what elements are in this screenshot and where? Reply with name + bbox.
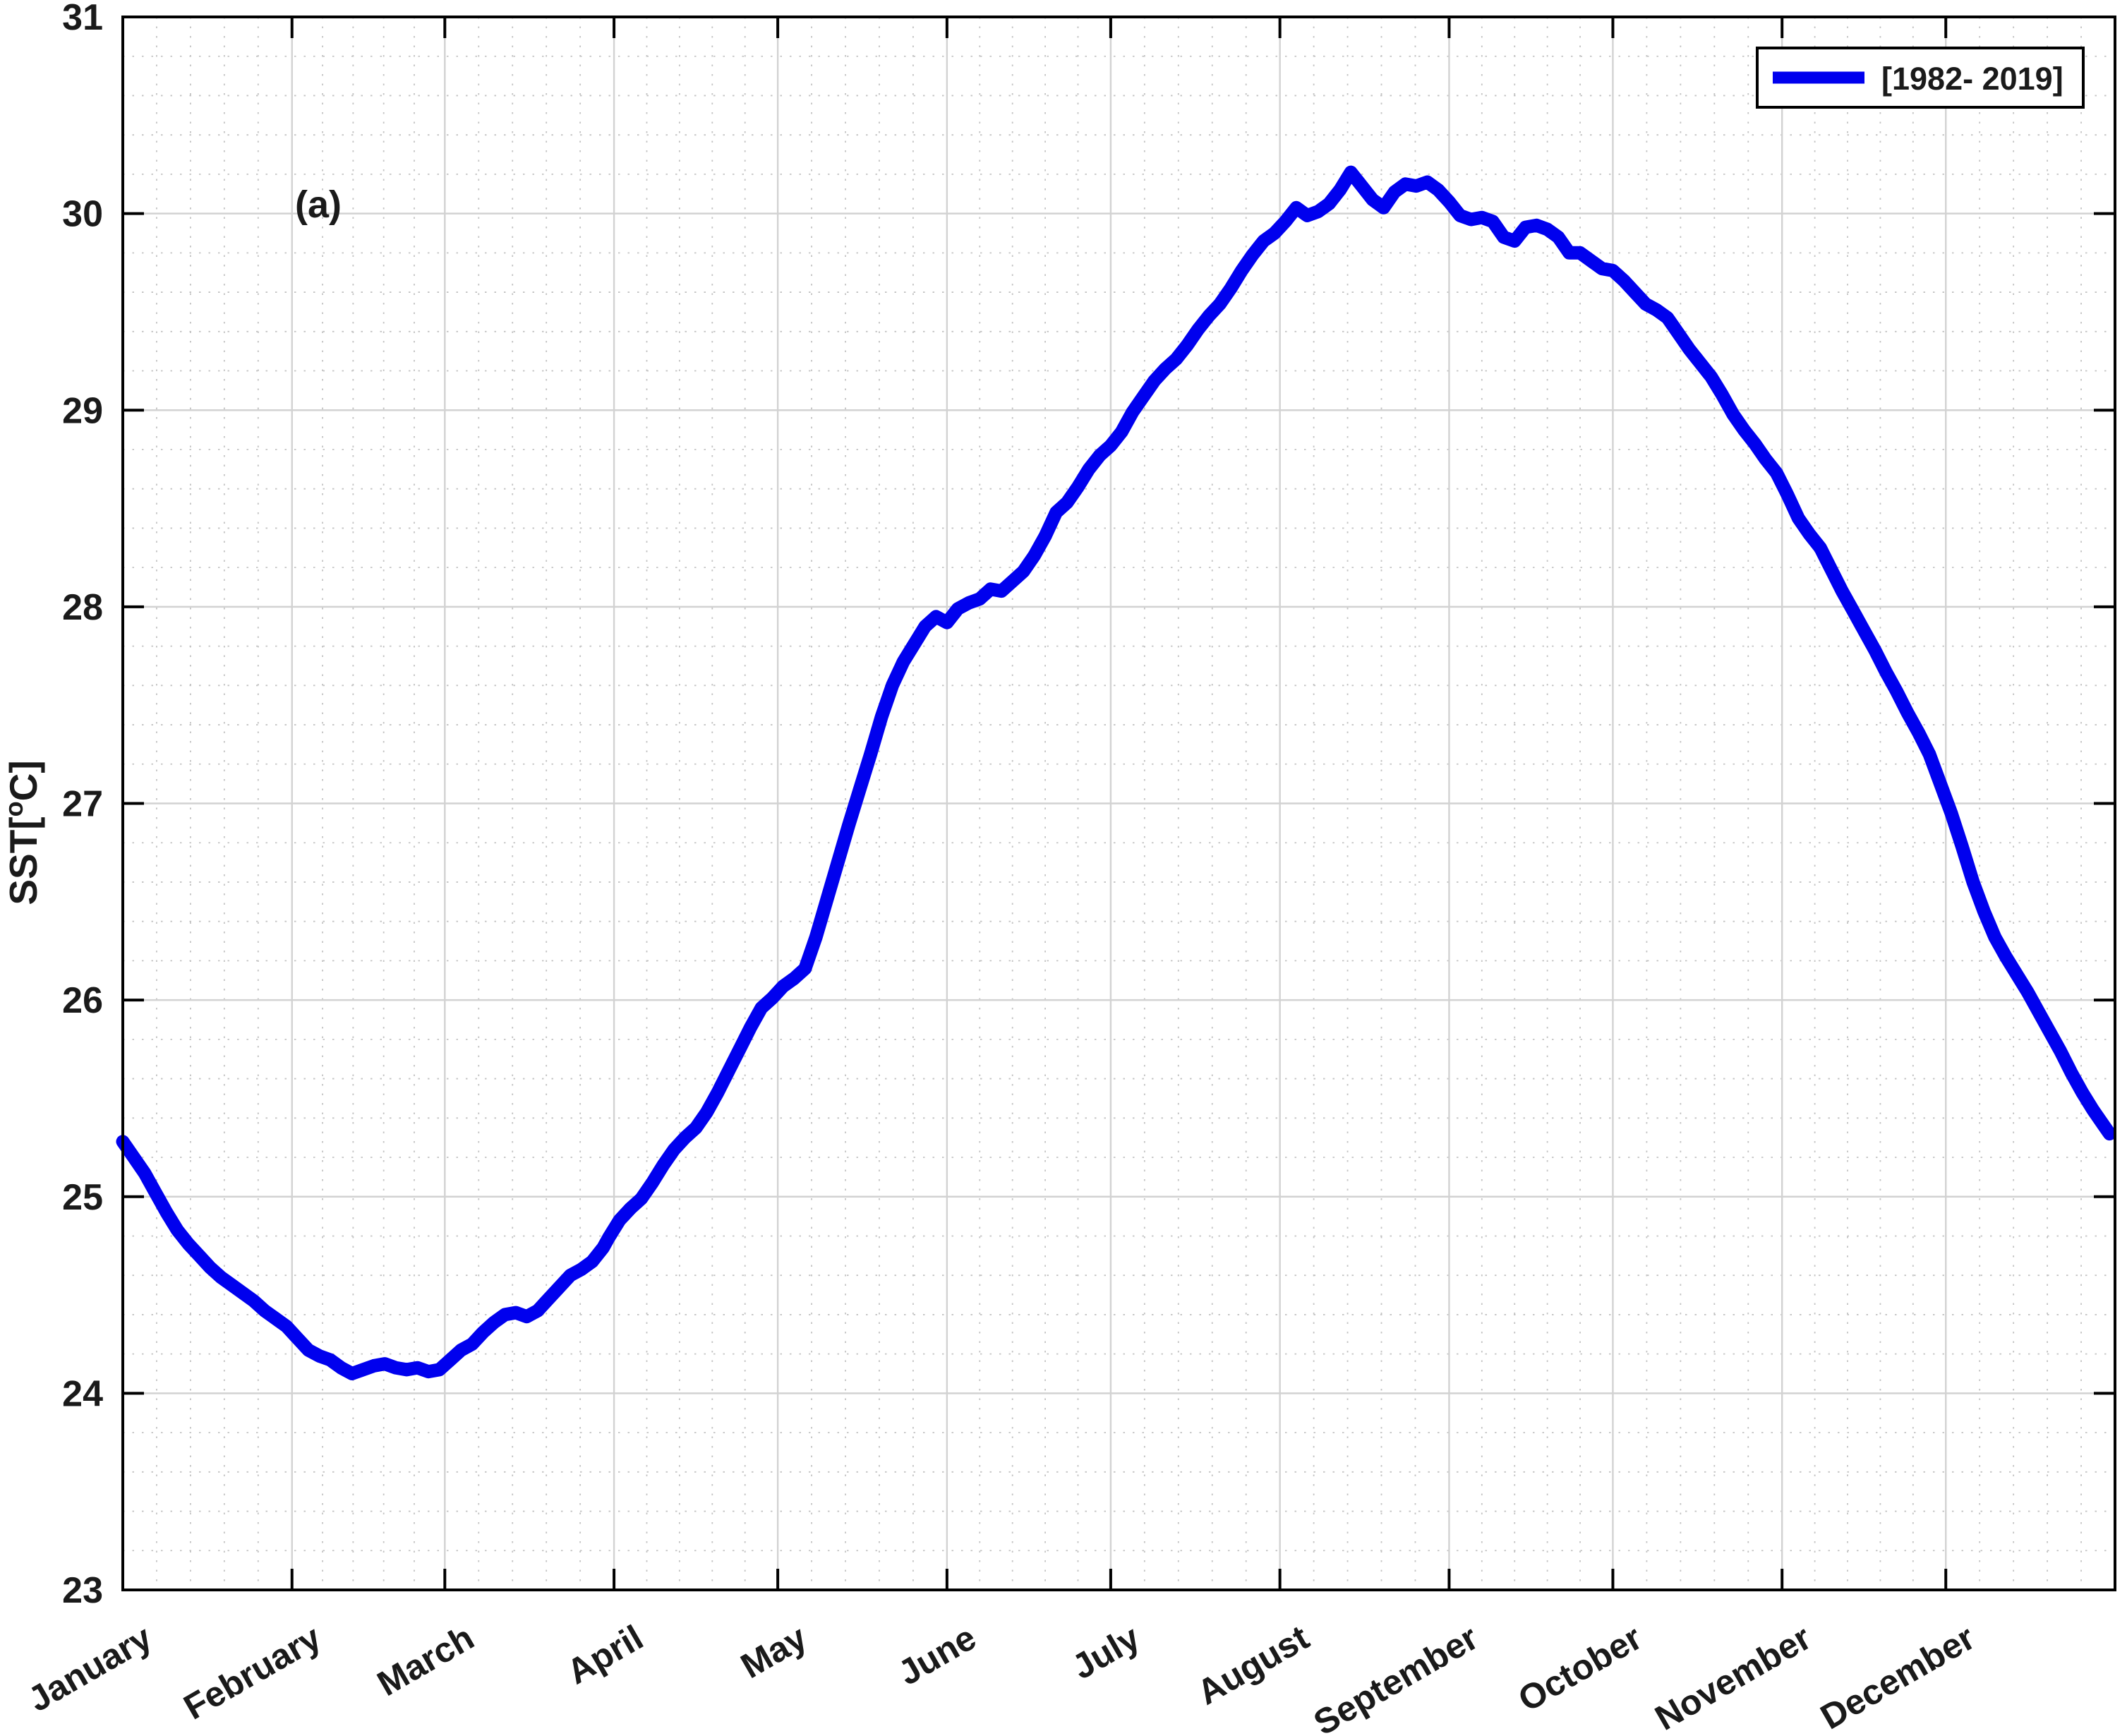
y-tick-label: 27: [62, 784, 103, 825]
grid: [123, 17, 2115, 1590]
x-tick-label: April: [560, 1617, 650, 1692]
x-tick-label: February: [177, 1617, 327, 1728]
x-tick-label: May: [734, 1617, 813, 1686]
x-tick-label: August: [1191, 1617, 1315, 1713]
x-tick-label: June: [891, 1617, 982, 1693]
y-axis-title-superscript: o: [0, 801, 28, 816]
svg-text:SST[oC]: SST[oC]: [0, 760, 45, 905]
legend[interactable]: [1982- 2019]: [1756, 47, 2085, 109]
y-tick-label: 31: [62, 0, 103, 38]
axes: [121, 16, 2116, 1591]
y-tick-label: 29: [62, 390, 103, 431]
sst-line-series: [116, 165, 2116, 1380]
x-tick-label: January: [21, 1617, 158, 1719]
panel-label: (a): [295, 183, 342, 226]
x-tick-label: October: [1512, 1617, 1649, 1719]
y-tick-label: 25: [62, 1177, 103, 1218]
y-axis-title-unit: C]: [1, 760, 45, 801]
y-tick-label: 26: [62, 980, 103, 1021]
legend-box: [1756, 47, 2085, 109]
y-tick-label: 30: [62, 194, 103, 235]
y-tick-label: 28: [62, 587, 103, 628]
y-axis-title-text: SST[: [1, 816, 45, 905]
x-tick-label: November: [1649, 1617, 1818, 1736]
data-series-layer: [116, 165, 2116, 1380]
legend-label: [1982- 2019]: [1881, 61, 2063, 97]
x-tick-label: March: [370, 1617, 481, 1704]
y-tick-label: 23: [62, 1570, 103, 1611]
x-tick-label: December: [1814, 1617, 1981, 1736]
x-tick-label: September: [1307, 1617, 1485, 1736]
y-tick-label: 24: [62, 1373, 103, 1414]
x-tick-label: July: [1066, 1617, 1147, 1687]
y-axis-title: SST[oC]: [0, 760, 45, 905]
